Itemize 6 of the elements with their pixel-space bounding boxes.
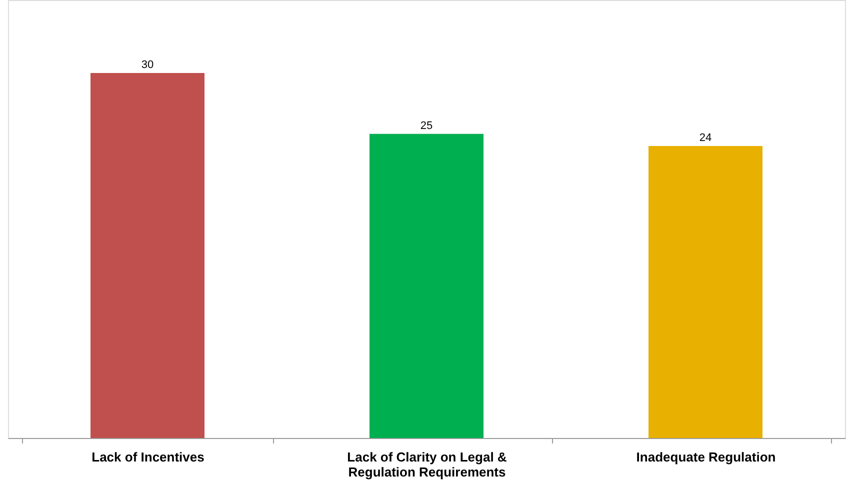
x-tick-label: Lack of Clarity on Legal & Regulation Requirements — [347, 450, 507, 480]
x-tick-label: Inadequate Regulation — [636, 450, 776, 464]
data-label: 24 — [699, 132, 712, 144]
data-label: 30 — [141, 59, 154, 71]
x-tick-label: Lack of Incentives — [92, 450, 204, 464]
data-label: 25 — [420, 120, 433, 132]
